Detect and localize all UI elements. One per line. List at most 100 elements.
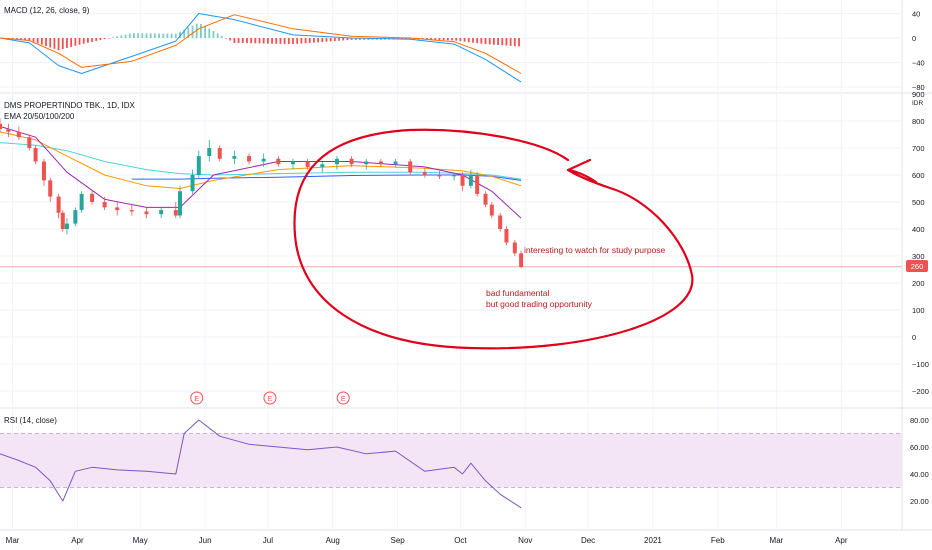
macd-line (0, 13, 522, 83)
macd-histogram-bar (459, 38, 462, 42)
candle-body (305, 161, 310, 167)
macd-histogram-bar (329, 38, 332, 42)
macd-histogram-bar (15, 38, 18, 40)
macd-histogram-bar (128, 33, 131, 38)
macd-histogram-bar (254, 38, 257, 44)
macd-histogram-bar (32, 38, 35, 42)
annotation-note-line1: bad fundamental (486, 288, 549, 298)
x-tick-label: Dec (581, 536, 595, 545)
x-tick-label: Oct (454, 536, 467, 545)
candle-body (6, 129, 11, 132)
rsi-band (0, 433, 902, 488)
macd-histogram-bar (57, 38, 60, 51)
macd-histogram-bar (103, 38, 106, 40)
last-price-badge (906, 260, 928, 272)
macd-histogram-bar (153, 33, 156, 38)
macd-histogram-bar (430, 38, 433, 40)
macd-histogram-bar (28, 38, 31, 41)
x-tick-label: Apr (835, 536, 848, 545)
candle-body (504, 229, 509, 243)
candle-body (489, 204, 494, 216)
rsi-line (0, 419, 522, 509)
macd-histogram-bar (463, 38, 466, 42)
macd-histogram-bar (120, 35, 123, 38)
macd-histogram-bar (271, 38, 273, 44)
macd-histogram-bar (24, 38, 27, 41)
macd-histogram-bar (493, 38, 495, 45)
candle-body (79, 193, 84, 211)
macd-y-tick-label: −80 (912, 83, 925, 92)
candle-body (64, 223, 69, 229)
macd-histogram-bar (166, 33, 169, 38)
rsi-y-tick-label: 60.00 (910, 443, 929, 452)
annotation-note-study: interesting to watch for study purpose (524, 245, 666, 255)
ema50-line (0, 131, 522, 189)
macd-histogram-bar (258, 38, 261, 44)
macd-histogram-bar (518, 38, 520, 47)
price-y-tick-label: 900 (912, 90, 925, 99)
macd-histogram-bar (74, 38, 77, 46)
candle-body (190, 175, 195, 192)
candle-body (207, 148, 212, 157)
macd-histogram-bar (338, 38, 340, 41)
candle-body (196, 156, 201, 175)
macd-histogram-bar (53, 38, 56, 49)
macd-histogram-bar (313, 38, 315, 43)
x-tick-label: Feb (711, 536, 725, 545)
macd-histogram-bar (359, 38, 361, 40)
macd-histogram-bar (262, 38, 265, 44)
candle-body (364, 161, 369, 165)
currency-label: IDR (912, 100, 924, 107)
macd-histogram-bar (82, 38, 85, 44)
macd-histogram-bar (513, 38, 516, 47)
macd-histogram-bar (241, 38, 244, 44)
macd-pane-label: MACD (12, 26, close, 9) (4, 6, 90, 15)
macd-histogram-bar (70, 38, 73, 47)
macd-histogram-bar (204, 26, 206, 38)
candle-body (73, 210, 78, 224)
macd-histogram-bar (212, 31, 215, 38)
macd-histogram-bar (124, 34, 127, 38)
macd-histogram-bar (409, 38, 412, 40)
candle-body (129, 210, 134, 212)
macd-histogram-bar (225, 38, 227, 39)
candle-body (0, 123, 2, 130)
candle-body (41, 161, 46, 181)
candle-body (48, 180, 53, 197)
candle-body (378, 161, 383, 165)
candle-body (452, 175, 457, 177)
macd-histogram-bar (266, 38, 269, 44)
candle-body (173, 210, 178, 216)
macd-histogram-bar (279, 38, 282, 44)
macd-histogram-bar (145, 33, 148, 38)
rsi-y-tick-label: 80.00 (910, 416, 929, 425)
macd-histogram-bar (342, 38, 345, 41)
macd-histogram-bar (467, 38, 470, 43)
candle-body (261, 158, 266, 162)
candle-body (232, 156, 237, 159)
earnings-marker-label: E (268, 396, 273, 403)
macd-pane (0, 13, 522, 83)
macd-histogram-bar (66, 38, 68, 49)
macd-histogram-bar (317, 38, 320, 43)
earnings-marker (190, 391, 204, 405)
macd-histogram-bar (78, 38, 81, 45)
price-y-tick-label: 400 (912, 225, 925, 234)
macd-histogram-bar (220, 35, 223, 38)
macd-histogram-bar (237, 38, 240, 43)
macd-histogram-bar (505, 38, 508, 46)
macd-histogram-bar (183, 29, 186, 38)
candle-body (33, 148, 38, 162)
price-y-tick-label: −200 (912, 387, 929, 396)
price-y-tick-label: −100 (912, 360, 929, 369)
macd-histogram-bar (174, 33, 177, 38)
macd-histogram-bar (158, 33, 160, 38)
macd-histogram-bar (509, 38, 512, 46)
macd-histogram-bar (438, 38, 441, 41)
macd-histogram-bar (233, 38, 236, 43)
macd-histogram-bar (229, 38, 232, 41)
macd-histogram-bar (484, 38, 487, 45)
earnings-marker-label: E (341, 396, 346, 403)
axis-layer: Mar Apr May Jun Jul Aug Sep Oct Nov Dec 2021 Feb Mar… (6, 10, 929, 546)
macd-histogram-bar (300, 38, 303, 44)
